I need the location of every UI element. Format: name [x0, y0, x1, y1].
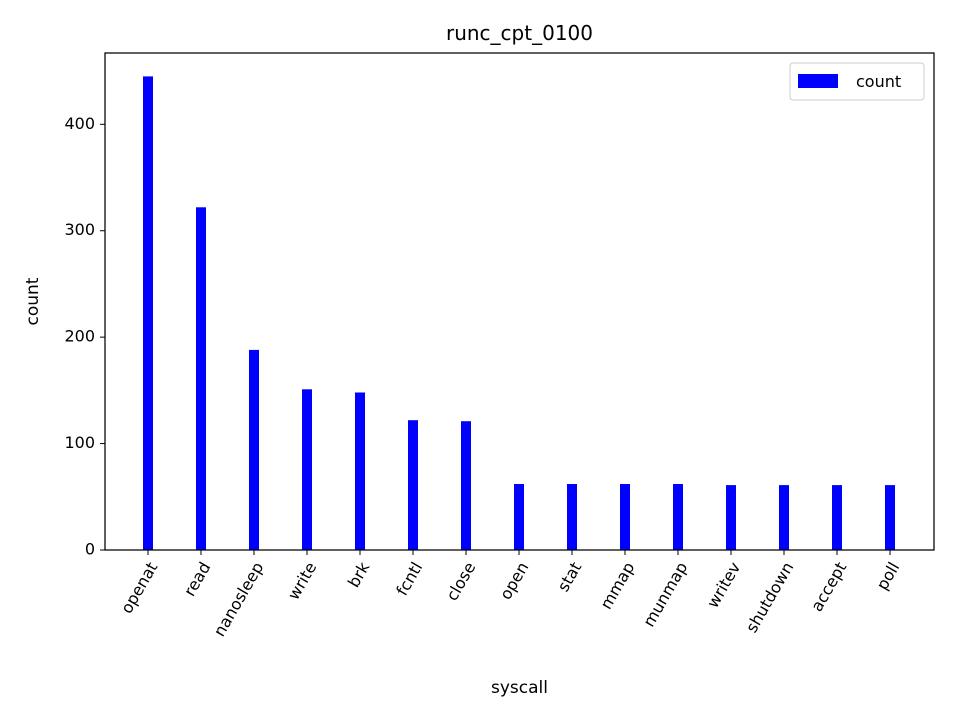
legend-swatch — [798, 74, 838, 88]
y-tick-label-100: 100 — [64, 433, 95, 452]
x-axis-label: syscall — [491, 678, 548, 698]
legend-label: count — [856, 72, 901, 91]
bar-munmap — [673, 484, 683, 550]
bar-write — [302, 389, 312, 550]
bar-close — [461, 421, 471, 550]
bar-stat — [567, 484, 577, 550]
y-tick-label-0: 0 — [85, 540, 95, 559]
bar-accept — [832, 485, 842, 550]
y-axis-label: count — [23, 277, 43, 325]
y-axis-ticks: 0 100 200 300 400 — [64, 114, 105, 559]
legend: count — [789, 62, 925, 101]
bar-nanosleep — [249, 349, 259, 550]
y-tick-label-200: 200 — [64, 327, 95, 346]
bar-mmap — [620, 484, 630, 550]
y-tick-label-300: 300 — [64, 220, 95, 239]
plot-area-frame — [104, 52, 935, 551]
bar-open — [514, 484, 524, 550]
y-tick-label-400: 400 — [64, 114, 95, 133]
bar-openat — [143, 76, 153, 551]
chart-title: runc_cpt_0100 — [446, 21, 593, 45]
bars-layer — [143, 76, 895, 551]
bar-read — [196, 207, 206, 551]
bar-shutdown — [779, 485, 789, 550]
bar-fcntl — [408, 420, 418, 550]
bar-writev — [726, 485, 736, 550]
legend-box — [789, 62, 925, 101]
bar-poll — [885, 485, 895, 550]
bar-brk — [355, 392, 365, 550]
